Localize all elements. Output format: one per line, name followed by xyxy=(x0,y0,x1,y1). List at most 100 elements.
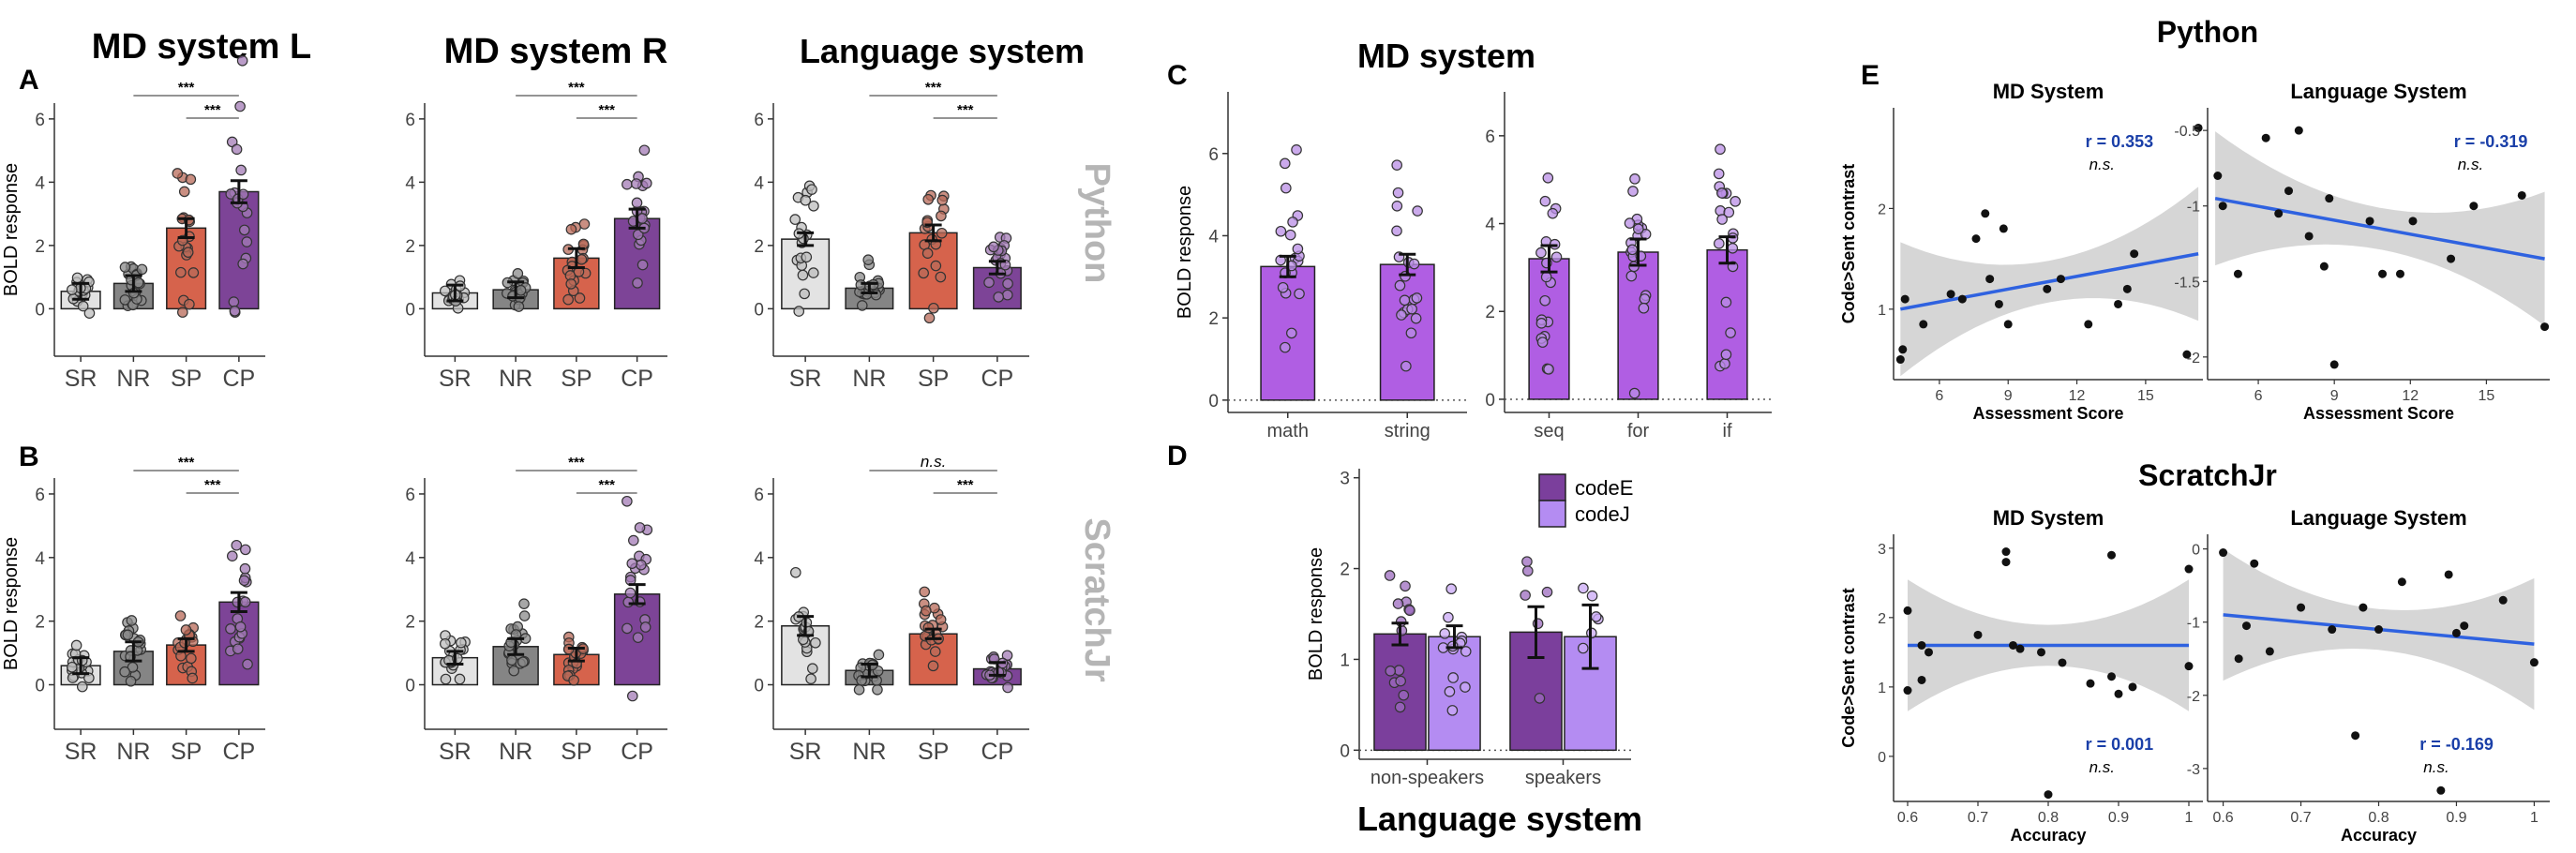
subject-dot xyxy=(983,277,995,289)
panel-e-scratchjr-title: ScratchJr xyxy=(2138,458,2277,492)
x-tick-label-cp: CP xyxy=(223,739,256,765)
y-tick-label: 6 xyxy=(754,111,764,130)
subject-dot xyxy=(234,621,247,633)
subject-dot xyxy=(1550,251,1563,263)
sig-label: *** xyxy=(598,102,615,118)
legend-label-codej: codeJ xyxy=(1575,502,1630,526)
bar-if xyxy=(1706,248,1748,400)
data-point xyxy=(2408,217,2418,226)
y-tick-label: 4 xyxy=(405,549,415,569)
data-point xyxy=(2328,625,2337,635)
subject-dot xyxy=(637,259,649,271)
y-tick-label: 1 xyxy=(1878,681,1886,696)
data-point xyxy=(2359,603,2368,612)
subject-dot xyxy=(1716,214,1728,225)
chart-a2: 0 2 4 6 SR NR SP CP *** *** xyxy=(405,80,667,392)
panel-e-python-title: Python xyxy=(2157,15,2258,49)
data-point xyxy=(2374,625,2383,635)
x-tick-label: 9 xyxy=(2330,388,2339,404)
data-point xyxy=(2001,558,2011,567)
y-tick-label: 2 xyxy=(405,613,415,633)
y-tick-label: 0 xyxy=(754,677,764,696)
subject-dot xyxy=(935,271,947,283)
data-point xyxy=(2397,577,2406,587)
subject-dot xyxy=(119,666,130,678)
subject-dot xyxy=(873,649,885,661)
subject-dot xyxy=(626,558,638,569)
y-tick-label: 6 xyxy=(405,486,415,505)
chart-c2: 0 2 4 6 seq for if xyxy=(1485,92,1772,441)
data-point xyxy=(2395,269,2404,278)
y-axis-label: Code>Sent contrast xyxy=(1839,164,1858,324)
subject-dot xyxy=(1536,337,1549,348)
x-tick-label-nr: NR xyxy=(852,366,886,392)
subject-dot xyxy=(1411,292,1423,304)
data-point xyxy=(2451,628,2461,637)
x-tick-label-sp: SP xyxy=(918,739,949,765)
subject-dot xyxy=(1384,570,1396,581)
data-point xyxy=(2009,640,2017,650)
data-point xyxy=(2056,275,2065,284)
correlation-r: r = -0.319 xyxy=(2454,132,2528,151)
subject-dot xyxy=(175,266,187,278)
subject-dot xyxy=(1522,565,1534,576)
subject-dot xyxy=(855,279,867,291)
regression-line xyxy=(2214,196,2545,261)
correlation-sig: n.s. xyxy=(2089,156,2115,173)
subject-dot xyxy=(77,300,89,312)
y-tick-label: 6 xyxy=(1485,127,1495,147)
panel-d-title: Language system xyxy=(1357,800,1642,838)
x-tick-label-speakers: speakers xyxy=(1525,768,1601,788)
x-tick-label-nr: NR xyxy=(499,739,532,765)
y-tick-label: 0 xyxy=(1340,741,1350,761)
sig-label: *** xyxy=(204,102,221,118)
subject-dot xyxy=(1284,229,1296,241)
data-point xyxy=(2084,320,2093,329)
subject-dot xyxy=(1396,309,1407,321)
subject-dot xyxy=(921,605,932,617)
subject-dot xyxy=(921,247,934,259)
sig-label: *** xyxy=(598,477,615,493)
data-point xyxy=(2015,644,2025,653)
data-point xyxy=(1917,640,1926,650)
subject-dot xyxy=(136,263,148,276)
subject-dot xyxy=(1406,303,1417,315)
subject-dot xyxy=(1446,705,1459,716)
subject-dot xyxy=(1627,186,1639,197)
chart-e4: 0.6 0.7 0.8 0.9 1 -3 -2 -1 0 Language System Accur… xyxy=(2187,506,2550,845)
subject-dot xyxy=(239,562,251,575)
subject-dot xyxy=(1713,168,1725,180)
x-tick-label-sr: SR xyxy=(65,366,97,392)
subject-dot xyxy=(1535,247,1547,259)
subject-dot xyxy=(1292,243,1304,255)
subject-dot xyxy=(184,298,195,310)
subplot-title: Language System xyxy=(2290,506,2466,530)
subject-dot xyxy=(83,307,96,319)
x-tick-label-non-speakers: non-speakers xyxy=(1370,768,1484,788)
subject-dot xyxy=(1578,582,1589,594)
subject-dot xyxy=(1725,327,1736,338)
y-tick-label: 2 xyxy=(1485,303,1495,322)
panel-letter-e: E xyxy=(1861,60,1880,91)
subject-dot xyxy=(1720,349,1732,361)
subject-dot xyxy=(185,173,197,186)
subject-dot xyxy=(799,288,810,300)
y-tick-label: 1 xyxy=(1878,303,1886,319)
regression-line xyxy=(1900,252,2199,311)
subject-dot xyxy=(241,236,253,247)
subject-dot xyxy=(513,301,525,312)
data-point xyxy=(1957,294,1967,304)
data-point xyxy=(2274,209,2284,218)
subject-dot xyxy=(237,258,248,270)
data-point xyxy=(2469,202,2479,211)
data-point xyxy=(2219,548,2228,558)
chart-d: 0 1 2 3 BOLD response non-speakers speakers xyxy=(1306,469,1631,788)
subject-dot xyxy=(1638,302,1650,314)
subject-dot xyxy=(1540,271,1552,283)
subject-dot xyxy=(862,254,875,266)
subject-dot xyxy=(1535,318,1548,329)
subject-dot xyxy=(177,307,188,318)
subject-dot xyxy=(1720,296,1732,308)
y-tick-label: -1.5 xyxy=(2174,275,2200,291)
subject-dot xyxy=(1400,360,1412,372)
